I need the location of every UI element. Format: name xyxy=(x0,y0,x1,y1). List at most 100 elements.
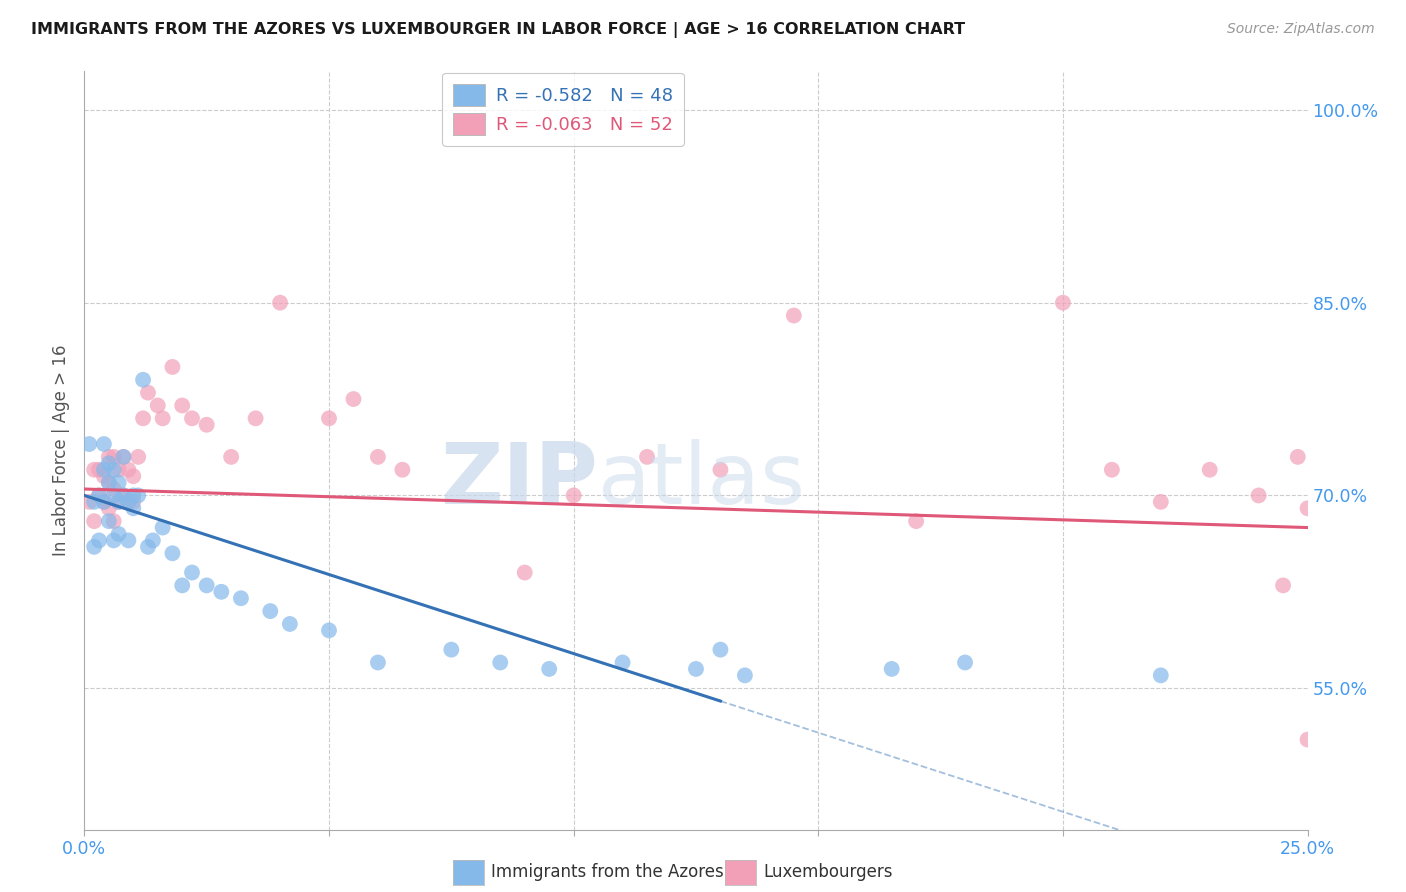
Point xyxy=(87,533,110,548)
Point xyxy=(97,450,120,464)
Text: Source: ZipAtlas.com: Source: ZipAtlas.com xyxy=(1227,22,1375,37)
Point xyxy=(103,533,125,548)
Point xyxy=(146,399,169,413)
Point xyxy=(1150,668,1173,682)
Point xyxy=(127,450,149,464)
Point xyxy=(77,437,100,451)
Point xyxy=(117,533,139,548)
Point xyxy=(136,385,159,400)
Point xyxy=(152,411,174,425)
Point xyxy=(685,662,707,676)
Point xyxy=(93,437,115,451)
Point xyxy=(162,359,184,374)
Text: ZIP: ZIP xyxy=(440,439,598,523)
Point xyxy=(318,411,340,425)
Point xyxy=(1052,295,1074,310)
Point xyxy=(142,533,165,548)
Point xyxy=(112,450,135,464)
Point xyxy=(83,463,105,477)
Point xyxy=(562,488,585,502)
Point xyxy=(219,450,242,464)
Point xyxy=(195,578,218,592)
Point xyxy=(97,514,120,528)
Point xyxy=(905,514,928,528)
Point xyxy=(391,463,413,477)
Point xyxy=(1150,495,1173,509)
Point xyxy=(195,417,218,432)
Point xyxy=(612,656,634,670)
Point xyxy=(103,463,125,477)
Point xyxy=(103,450,125,464)
Point xyxy=(181,566,204,580)
Point xyxy=(209,584,232,599)
Point xyxy=(112,450,135,464)
Point xyxy=(97,475,120,490)
Point xyxy=(489,656,512,670)
Point xyxy=(93,469,115,483)
Point xyxy=(107,463,129,477)
Point xyxy=(245,411,267,425)
Point xyxy=(117,495,139,509)
Point xyxy=(127,488,149,502)
Point xyxy=(97,475,120,490)
Point xyxy=(77,495,100,509)
Point xyxy=(103,482,125,496)
Text: Luxembourgers: Luxembourgers xyxy=(763,863,893,881)
Point xyxy=(93,495,115,509)
Point xyxy=(132,373,155,387)
Point xyxy=(367,656,389,670)
Point xyxy=(1286,450,1309,464)
Point xyxy=(342,392,364,406)
Point xyxy=(259,604,281,618)
Point xyxy=(83,495,105,509)
Point xyxy=(122,501,145,516)
Point xyxy=(83,514,105,528)
Text: atlas: atlas xyxy=(598,439,806,523)
Point xyxy=(734,668,756,682)
Point xyxy=(93,495,115,509)
Point xyxy=(709,463,731,477)
Y-axis label: In Labor Force | Age > 16: In Labor Force | Age > 16 xyxy=(52,344,70,557)
Point xyxy=(538,662,561,676)
Point xyxy=(513,566,536,580)
Point xyxy=(122,469,145,483)
Point xyxy=(181,411,204,425)
Point xyxy=(172,578,194,592)
Point xyxy=(152,520,174,534)
Point xyxy=(93,463,115,477)
Point xyxy=(1247,488,1270,502)
Point xyxy=(97,456,120,470)
Point xyxy=(87,488,110,502)
Point xyxy=(1272,578,1295,592)
Point xyxy=(880,662,903,676)
Point xyxy=(953,656,976,670)
Point xyxy=(136,540,159,554)
Point xyxy=(122,495,145,509)
Text: IMMIGRANTS FROM THE AZORES VS LUXEMBOURGER IN LABOR FORCE | AGE > 16 CORRELATION: IMMIGRANTS FROM THE AZORES VS LUXEMBOURG… xyxy=(31,22,965,38)
Point xyxy=(103,488,125,502)
Point xyxy=(783,309,806,323)
Point xyxy=(103,514,125,528)
Point xyxy=(107,475,129,490)
Point xyxy=(107,527,129,541)
Point xyxy=(172,399,194,413)
Point xyxy=(117,495,139,509)
Point xyxy=(87,463,110,477)
Point xyxy=(117,463,139,477)
Point xyxy=(97,501,120,516)
Point xyxy=(1101,463,1123,477)
Point xyxy=(112,488,135,502)
Point xyxy=(269,295,291,310)
Point xyxy=(162,546,184,560)
Legend: R = -0.582   N = 48, R = -0.063   N = 52: R = -0.582 N = 48, R = -0.063 N = 52 xyxy=(441,73,683,145)
Point xyxy=(1296,501,1319,516)
Point xyxy=(367,450,389,464)
Point xyxy=(122,488,145,502)
Text: Immigrants from the Azores: Immigrants from the Azores xyxy=(491,863,724,881)
Point xyxy=(83,540,105,554)
Point xyxy=(1296,732,1319,747)
Point xyxy=(1198,463,1220,477)
Point xyxy=(318,624,340,638)
Point xyxy=(107,495,129,509)
Point xyxy=(636,450,658,464)
